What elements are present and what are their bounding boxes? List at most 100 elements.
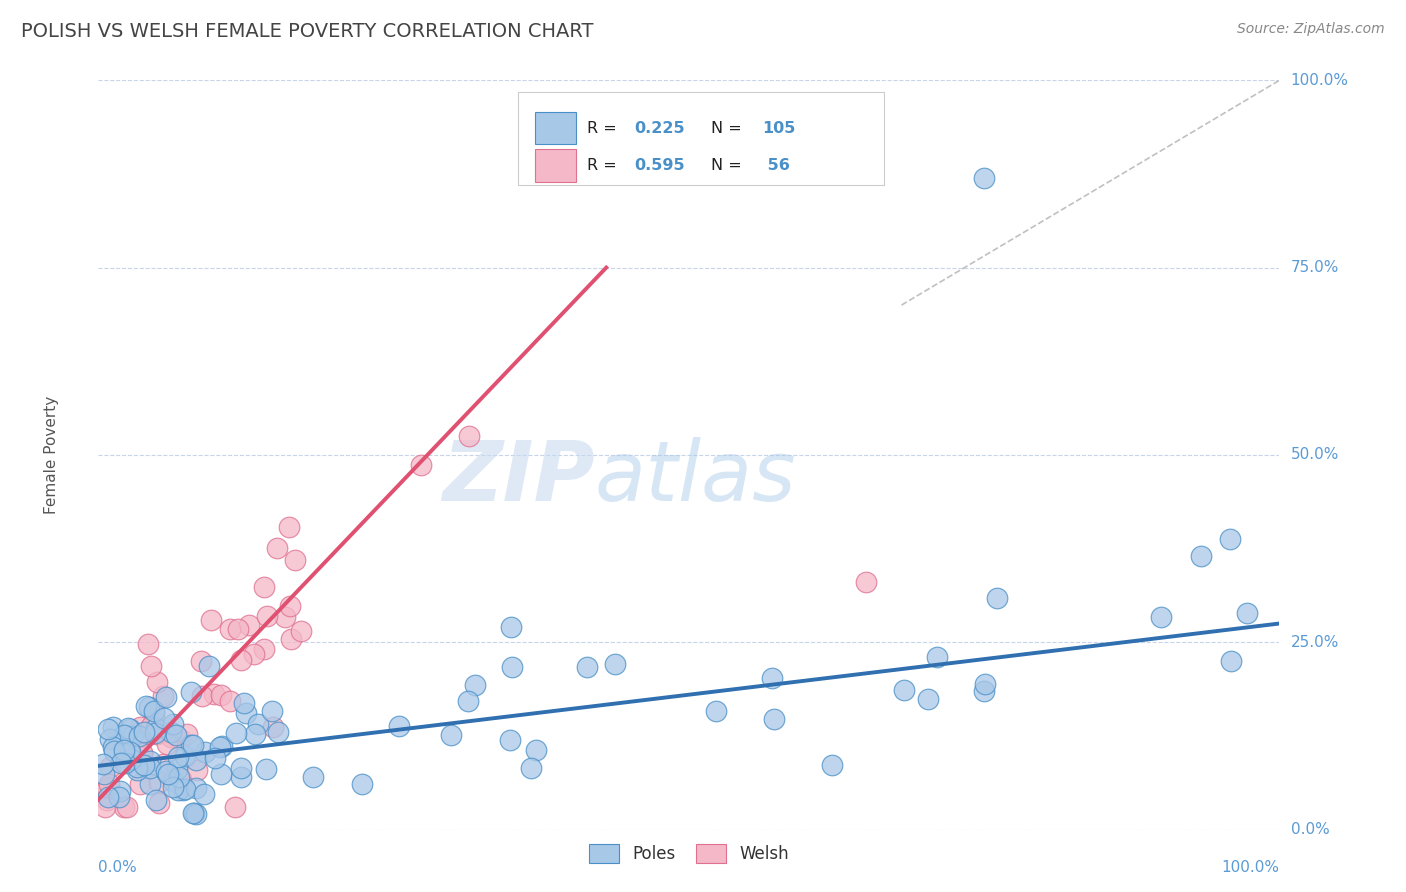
Text: 50.0%: 50.0% [1291, 448, 1339, 462]
Point [229, 770, 252, 784]
Point [98, 777, 121, 791]
Point [139, 659, 162, 673]
Point [108, 790, 131, 805]
Point [1220, 654, 1243, 668]
Point [204, 751, 226, 765]
Point [973, 170, 995, 185]
Point [170, 772, 193, 786]
Point [501, 660, 523, 674]
Point [232, 696, 254, 710]
Point [155, 690, 177, 704]
Point [194, 745, 217, 759]
Point [129, 720, 152, 734]
Point [143, 705, 166, 719]
Point [208, 740, 231, 755]
Point [520, 761, 543, 775]
Point [162, 780, 184, 794]
Point [112, 746, 135, 760]
Point [352, 777, 374, 791]
Point [211, 739, 233, 754]
Point [986, 591, 1008, 605]
Point [186, 763, 208, 777]
Text: 100.0%: 100.0% [1222, 860, 1279, 875]
Point [184, 806, 207, 821]
Point [820, 758, 842, 772]
Point [101, 740, 124, 755]
Point [96, 793, 118, 807]
Point [148, 797, 170, 811]
Point [120, 746, 142, 760]
Point [162, 717, 184, 731]
Point [136, 636, 159, 650]
Point [499, 733, 522, 747]
Point [252, 642, 274, 657]
Point [103, 720, 125, 734]
Point [256, 608, 278, 623]
Point [131, 746, 153, 760]
Point [235, 706, 257, 720]
Point [169, 770, 191, 784]
Point [143, 726, 166, 740]
Point [146, 675, 169, 690]
Point [131, 746, 153, 760]
Point [262, 720, 284, 734]
Point [499, 620, 522, 634]
Text: Source: ZipAtlas.com: Source: ZipAtlas.com [1237, 22, 1385, 37]
Point [172, 782, 194, 797]
Point [254, 762, 277, 776]
Point [1219, 533, 1241, 547]
Point [278, 520, 301, 534]
Point [145, 793, 167, 807]
Point [706, 704, 728, 718]
Point [209, 767, 232, 781]
Point [176, 727, 198, 741]
Point [120, 722, 142, 736]
Point [302, 770, 325, 784]
Point [98, 760, 121, 774]
Point [93, 767, 115, 781]
Point [274, 610, 297, 624]
Text: 0.0%: 0.0% [1291, 822, 1329, 837]
Point [440, 728, 463, 742]
FancyBboxPatch shape [536, 112, 575, 145]
Point [96, 780, 118, 795]
Point [108, 784, 131, 798]
Point [115, 800, 138, 814]
Text: 0.0%: 0.0% [98, 860, 138, 875]
Point [91, 757, 114, 772]
Text: Female Poverty: Female Poverty [44, 396, 59, 514]
Point [229, 652, 252, 666]
Point [148, 774, 170, 789]
Point [200, 613, 222, 627]
Point [146, 727, 169, 741]
Point [139, 719, 162, 733]
Point [225, 725, 247, 739]
Point [155, 764, 177, 778]
Point [204, 687, 226, 701]
Point [135, 699, 157, 714]
Point [157, 767, 180, 781]
Point [524, 743, 547, 757]
Point [114, 756, 136, 771]
Text: 75.0%: 75.0% [1291, 260, 1339, 275]
Point [1236, 607, 1258, 621]
Point [190, 689, 212, 703]
Point [184, 753, 207, 767]
Point [246, 717, 269, 731]
Point [97, 723, 120, 737]
Point [243, 727, 266, 741]
Point [117, 740, 139, 755]
Point [112, 800, 135, 814]
Text: 0.225: 0.225 [634, 120, 685, 136]
Text: 25.0%: 25.0% [1291, 635, 1339, 649]
Point [409, 458, 432, 472]
Point [180, 738, 202, 752]
Point [110, 756, 132, 770]
Point [219, 694, 242, 708]
Text: N =: N = [711, 159, 747, 173]
Point [138, 777, 160, 791]
Point [457, 429, 479, 443]
Point [129, 749, 152, 764]
Point [145, 721, 167, 735]
Point [238, 618, 260, 632]
